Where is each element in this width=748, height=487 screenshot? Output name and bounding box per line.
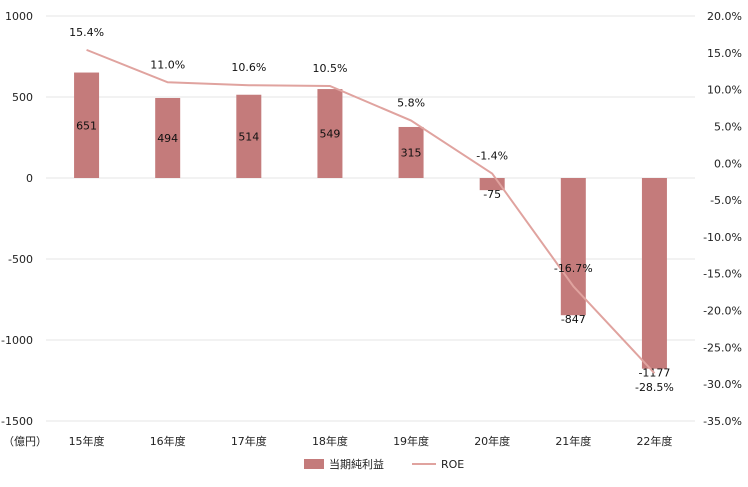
line-series: 15.4% 11.0% 10.6% 10.5% 5.8% -1.4% -16.7% -28.5… bbox=[69, 26, 674, 394]
bar-data-label: 494 bbox=[157, 132, 178, 145]
right-axis: 20.0% 15.0% 10.0% 5.0% 0.0% -5.0% -10.0% -15.0%… bbox=[703, 10, 742, 428]
y-right-tick-label: 15.0% bbox=[707, 47, 742, 60]
y-right-tick-label: -30.0% bbox=[703, 378, 742, 391]
y-right-tick-label: -5.0% bbox=[710, 194, 742, 207]
bar bbox=[236, 94, 262, 178]
bar-series: 651 494 514 549 315 -75 -847 -1177 bbox=[74, 72, 670, 380]
legend-swatch-bar bbox=[304, 459, 324, 469]
left-axis: 1000 500 0 -500 -1000 -1500 bbox=[1, 10, 33, 428]
y-left-tick-label: -1500 bbox=[1, 415, 33, 428]
line-data-label: 10.6% bbox=[231, 61, 266, 74]
y-left-tick-label: 500 bbox=[12, 91, 33, 104]
x-tick-label: 21年度 bbox=[555, 434, 591, 448]
x-tick-label: 18年度 bbox=[312, 434, 348, 448]
y-left-tick-label: 1000 bbox=[5, 10, 33, 23]
bar-data-label: -75 bbox=[483, 188, 501, 201]
y-right-tick-label: 5.0% bbox=[714, 120, 742, 133]
y-right-tick-label: 10.0% bbox=[707, 84, 742, 97]
line-data-label: 5.8% bbox=[397, 97, 425, 110]
line-data-label: 10.5% bbox=[312, 62, 347, 75]
bar bbox=[155, 97, 181, 178]
line-data-label: 11.0% bbox=[150, 58, 185, 71]
legend-label-line: ROE bbox=[441, 458, 464, 471]
roe-line bbox=[86, 48, 656, 374]
bar bbox=[74, 72, 100, 178]
x-axis: 15年度 16年度 17年度 18年度 19年度 20年度 21年度 22年度 bbox=[69, 434, 673, 448]
bar-data-label: 549 bbox=[319, 128, 340, 141]
legend-label-bar: 当期純利益 bbox=[329, 457, 384, 471]
x-tick-label: 19年度 bbox=[393, 434, 429, 448]
bar bbox=[641, 178, 667, 369]
x-tick-label: 15年度 bbox=[69, 434, 105, 448]
legend: 当期純利益 ROE bbox=[304, 457, 464, 471]
line-data-label: -1.4% bbox=[476, 150, 508, 163]
bar-data-label: 651 bbox=[76, 119, 97, 132]
gridlines bbox=[46, 15, 695, 422]
bar-data-label: -847 bbox=[561, 313, 586, 326]
bar bbox=[398, 126, 424, 178]
bar bbox=[560, 178, 586, 316]
y-right-tick-label: -10.0% bbox=[703, 231, 742, 244]
x-tick-label: 20年度 bbox=[474, 434, 510, 448]
left-axis-unit: （億円） bbox=[3, 435, 47, 448]
bar-data-label: 514 bbox=[238, 130, 259, 143]
line-data-label: -16.7% bbox=[554, 262, 593, 275]
x-tick-label: 16年度 bbox=[150, 434, 186, 448]
y-right-tick-label: -25.0% bbox=[703, 341, 742, 354]
y-right-tick-label: -15.0% bbox=[703, 268, 742, 281]
y-right-tick-label: -35.0% bbox=[703, 415, 742, 428]
line-data-label: 15.4% bbox=[69, 26, 104, 39]
y-left-tick-label: -1000 bbox=[1, 334, 33, 347]
x-tick-label: 17年度 bbox=[231, 434, 267, 448]
y-right-tick-label: 20.0% bbox=[707, 10, 742, 23]
y-left-tick-label: 0 bbox=[26, 172, 33, 185]
y-left-tick-label: -500 bbox=[8, 253, 33, 266]
bar bbox=[317, 89, 343, 178]
line-data-label: -28.5% bbox=[635, 381, 674, 394]
bar-data-label: -1177 bbox=[638, 367, 670, 380]
y-right-tick-label: 0.0% bbox=[714, 157, 742, 170]
bar-data-label: 315 bbox=[401, 146, 422, 159]
x-tick-label: 22年度 bbox=[636, 434, 672, 448]
y-right-tick-label: -20.0% bbox=[703, 305, 742, 318]
